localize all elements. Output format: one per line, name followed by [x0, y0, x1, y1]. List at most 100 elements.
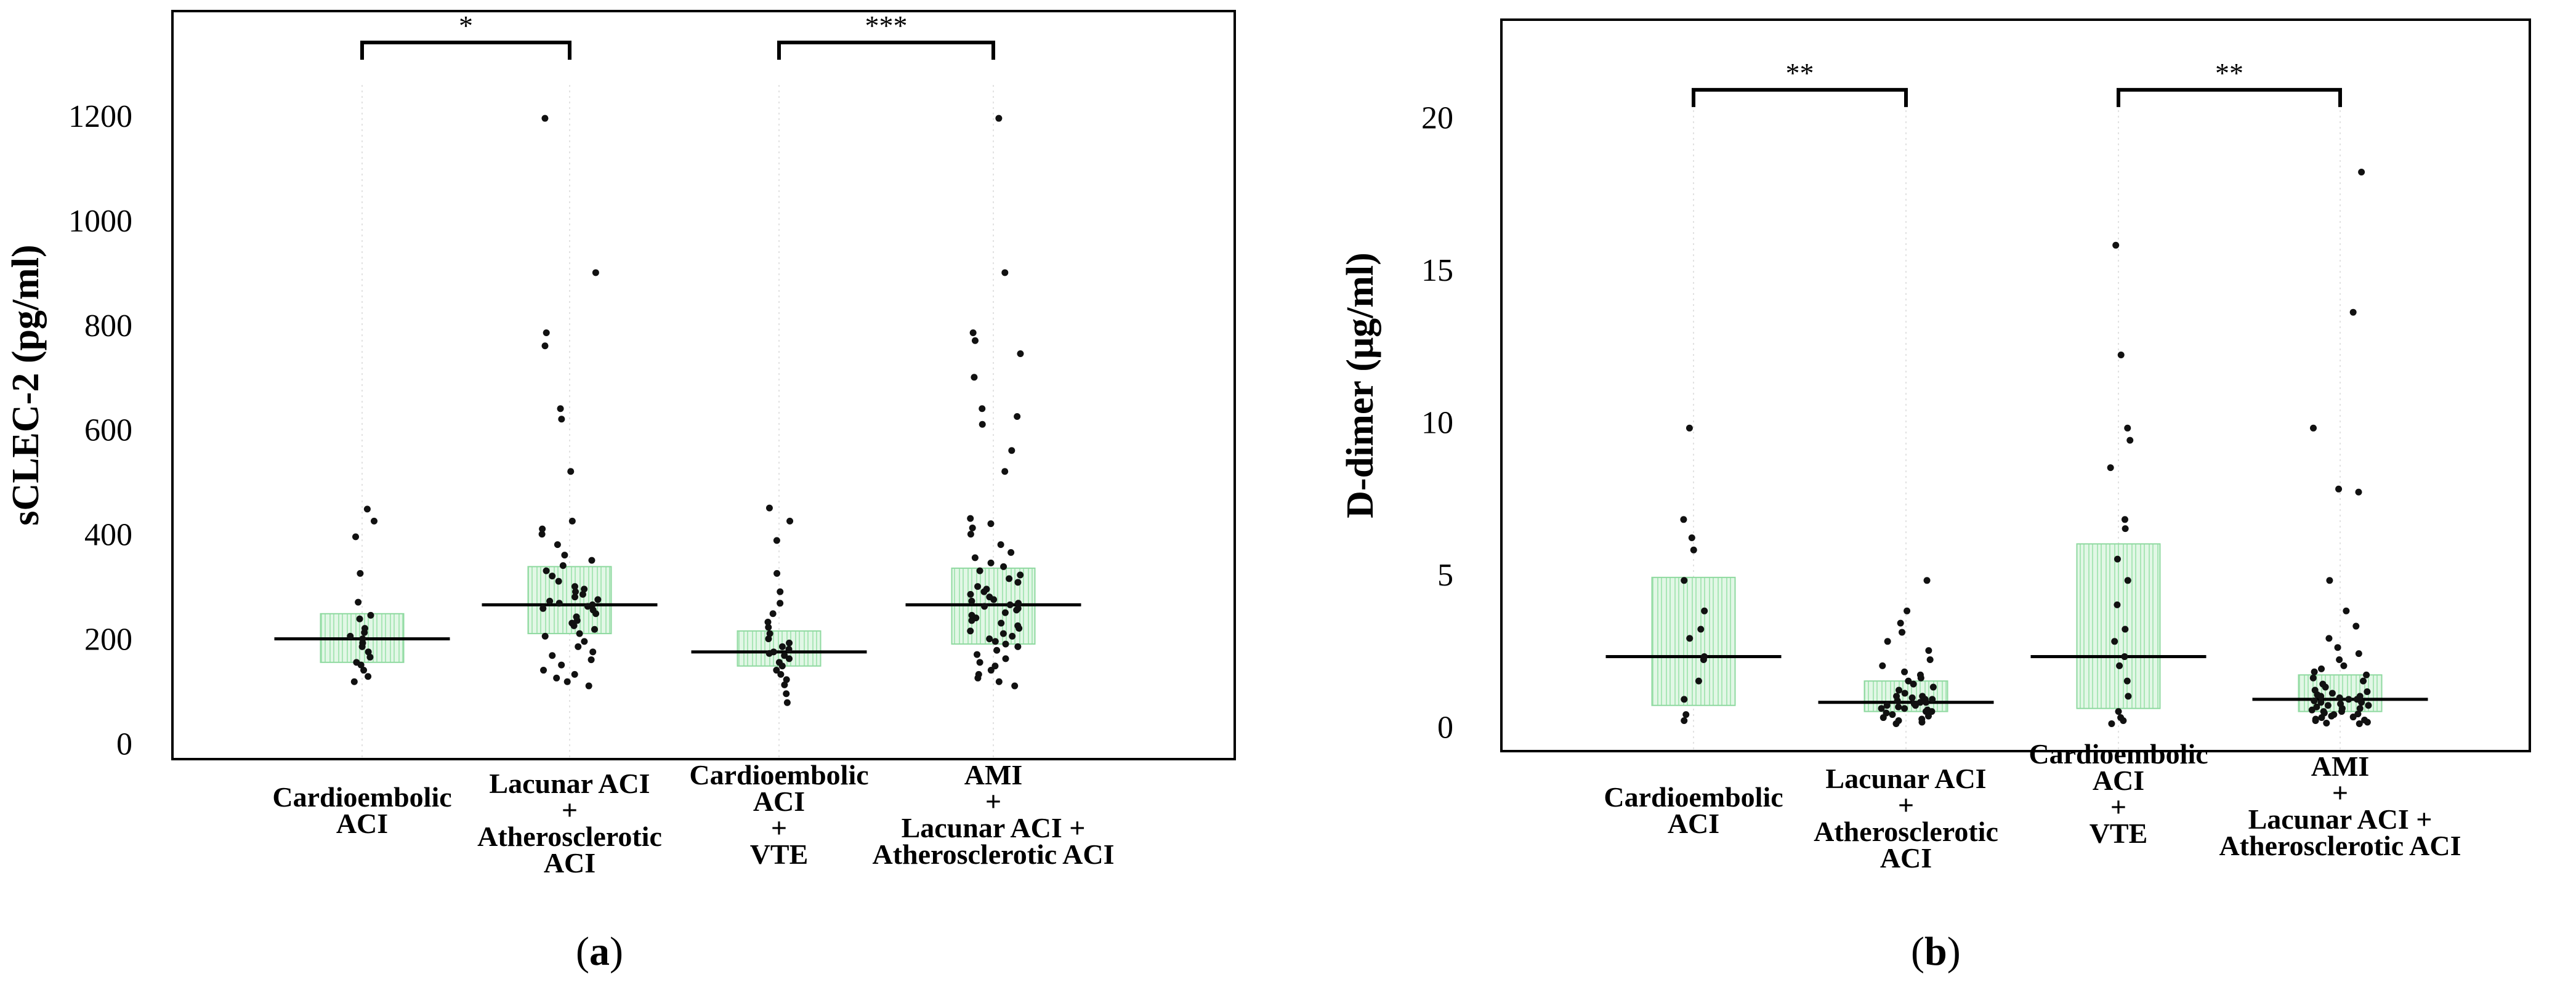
data-point — [778, 643, 786, 650]
data-point — [969, 329, 977, 337]
data-point — [2354, 710, 2362, 718]
y-tick-label: 600 — [84, 413, 132, 448]
data-point — [1901, 705, 1908, 712]
data-point — [971, 374, 978, 381]
data-point — [2122, 626, 2129, 633]
data-point — [1901, 690, 1908, 697]
data-point — [543, 329, 550, 337]
data-point — [1893, 693, 1900, 700]
data-point — [1901, 668, 1908, 675]
data-point — [1014, 622, 1022, 629]
data-point — [1017, 350, 1024, 358]
data-point — [2336, 694, 2343, 701]
category-label-line: Atherosclerotic — [1814, 816, 1998, 847]
significance-label: *** — [865, 10, 908, 41]
data-point — [572, 588, 579, 595]
data-point — [998, 619, 1005, 627]
data-point — [2356, 705, 2364, 712]
data-point — [974, 583, 982, 590]
data-point — [352, 533, 360, 541]
data-point — [775, 659, 783, 666]
data-point — [2121, 516, 2128, 523]
data-point — [555, 600, 563, 607]
data-point — [968, 597, 975, 605]
data-point — [976, 659, 983, 666]
data-point — [558, 416, 565, 423]
y-axis-label: sCLEC-2 (pg/ml) — [5, 244, 47, 525]
data-point — [975, 670, 982, 678]
category-label-line: VTE — [2089, 818, 2148, 849]
data-point — [986, 594, 993, 601]
data-point — [783, 690, 790, 698]
data-point — [1897, 619, 1904, 627]
group-4 — [2252, 169, 2428, 727]
data-point — [2343, 607, 2350, 614]
category-label-line: Lacunar ACI — [1825, 763, 1986, 794]
data-point — [555, 577, 562, 585]
category-label-line: + — [1898, 789, 1914, 821]
data-point — [2311, 668, 2318, 675]
data-point — [1686, 424, 1693, 432]
group-2 — [482, 115, 658, 690]
data-point — [783, 676, 790, 683]
data-point — [591, 626, 598, 633]
data-point — [1001, 269, 1009, 276]
chart-panel-b: 0 5 10 15 20 D-dimer (μg/ml) ** ** Cardioembolic… — [1339, 18, 2531, 874]
category-label: Cardioembolic ACI + VTE — [689, 759, 868, 870]
group-1 — [274, 505, 450, 685]
data-point — [367, 611, 374, 619]
category-label-line: ACI — [753, 786, 805, 817]
data-point — [571, 594, 579, 601]
significance-bracket — [2117, 87, 2342, 107]
data-point — [592, 269, 599, 276]
data-point — [557, 405, 564, 412]
data-point — [1007, 549, 1015, 556]
data-point — [2116, 662, 2123, 669]
data-point — [1883, 702, 1891, 709]
data-point — [2352, 622, 2360, 630]
data-point — [567, 468, 575, 475]
data-point — [1014, 605, 1022, 612]
data-point — [2340, 662, 2348, 669]
data-point — [1014, 579, 1022, 586]
data-point — [999, 630, 1007, 637]
significance-bracket — [1692, 87, 1908, 107]
data-point — [2356, 720, 2363, 727]
data-point — [347, 632, 354, 640]
data-point — [581, 586, 588, 593]
data-point — [571, 583, 578, 590]
data-point — [2309, 424, 2317, 432]
data-point — [594, 596, 602, 603]
data-point — [1682, 711, 1690, 718]
data-point — [1910, 700, 1918, 707]
data-point — [2312, 715, 2319, 723]
data-point — [561, 552, 568, 559]
data-point — [1908, 694, 1916, 701]
data-point — [1919, 693, 1926, 700]
data-point — [1000, 563, 1007, 570]
data-point — [363, 505, 371, 513]
data-point — [1925, 647, 1932, 654]
data-point — [773, 537, 780, 544]
data-point — [786, 517, 794, 525]
data-point — [2115, 708, 2122, 715]
y-tick-label: 200 — [84, 622, 132, 658]
data-point — [1686, 635, 1694, 642]
y-axis-label: D-dimer (μg/ml) — [1339, 252, 1381, 518]
data-point — [2112, 241, 2120, 249]
data-point — [2311, 686, 2319, 694]
data-point — [549, 573, 556, 580]
data-point — [541, 342, 549, 350]
data-point — [589, 606, 597, 614]
data-point — [765, 635, 772, 643]
y-tick-label: 1200 — [68, 99, 132, 134]
category-label-line: ACI — [1880, 842, 1932, 874]
data-point — [568, 517, 576, 525]
data-point — [365, 648, 372, 656]
group-2 — [1818, 577, 1994, 727]
data-point — [991, 638, 999, 645]
data-point — [1926, 656, 1934, 663]
data-point — [969, 524, 976, 531]
data-point — [995, 115, 1003, 122]
